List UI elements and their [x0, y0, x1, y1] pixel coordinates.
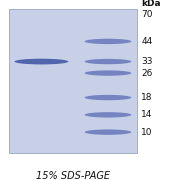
Ellipse shape [85, 70, 131, 76]
Ellipse shape [14, 59, 68, 64]
Text: 33: 33 [141, 57, 153, 66]
Ellipse shape [85, 39, 131, 44]
Text: 44: 44 [141, 37, 153, 46]
Ellipse shape [85, 59, 131, 64]
Ellipse shape [85, 95, 131, 100]
Text: 14: 14 [141, 110, 153, 119]
Text: 26: 26 [141, 69, 153, 78]
Text: 18: 18 [141, 93, 153, 102]
Text: 70: 70 [141, 10, 153, 19]
Ellipse shape [85, 129, 131, 135]
FancyBboxPatch shape [9, 9, 137, 153]
Text: 15% SDS-PAGE: 15% SDS-PAGE [36, 171, 110, 180]
Text: kDa: kDa [141, 0, 161, 8]
Text: 10: 10 [141, 128, 153, 137]
Ellipse shape [85, 112, 131, 118]
